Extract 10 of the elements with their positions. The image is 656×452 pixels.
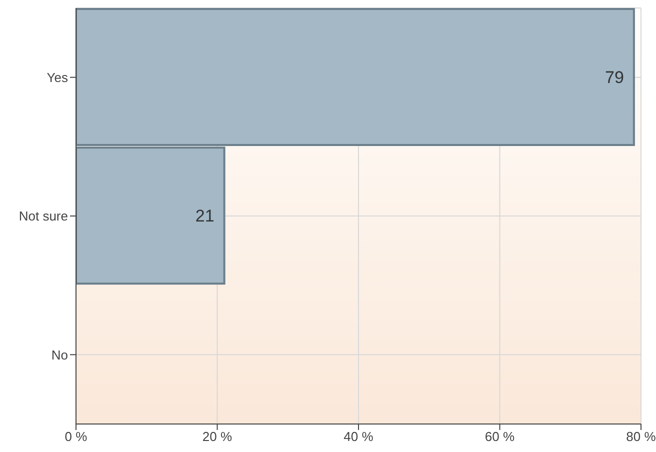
x-tick-label: 0 % [64, 429, 88, 444]
y-tick-label: Yes [46, 70, 68, 85]
x-tick-label: 40 % [344, 429, 374, 444]
y-tick-label: Not sure [18, 208, 68, 224]
x-tick-label: 20 % [202, 429, 232, 444]
data-label: 79 [605, 68, 624, 88]
data-label: 21 [195, 206, 214, 226]
x-tick-label: 60 % [484, 429, 515, 444]
x-tick-label: 80 % [626, 429, 656, 444]
y-tick-label: No [51, 347, 68, 362]
